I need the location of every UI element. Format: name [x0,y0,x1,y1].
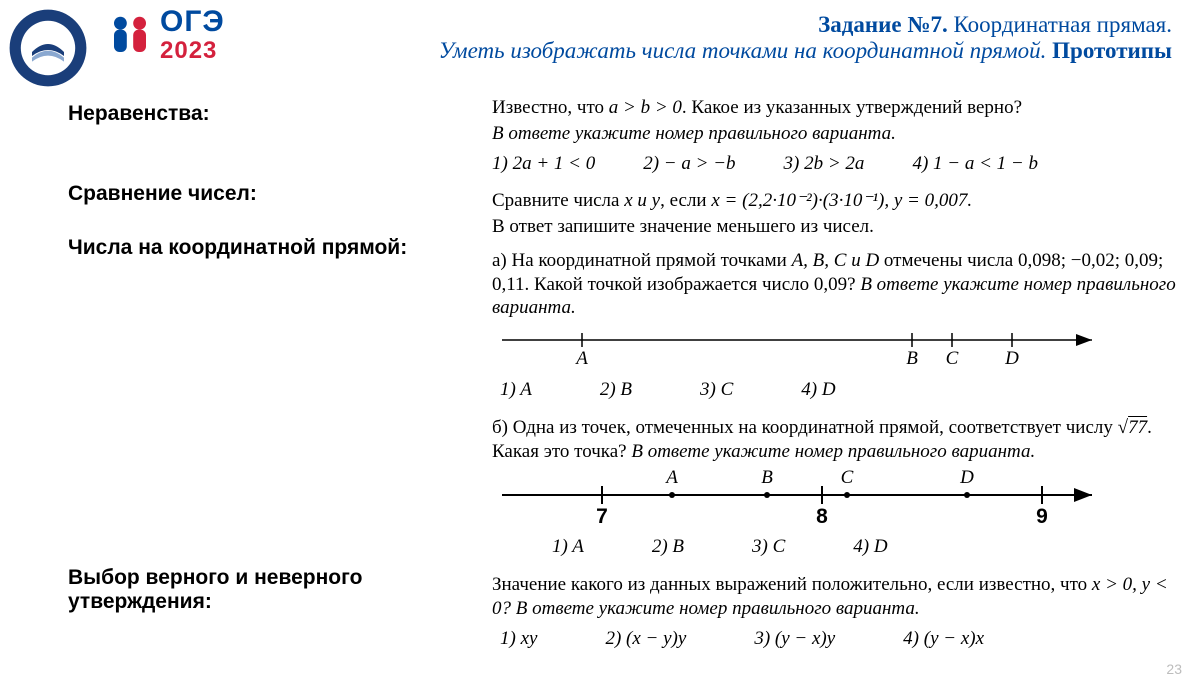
oge-people-icon [106,12,154,60]
svg-text:B: B [906,348,918,369]
task2: Сравните числа x и y, если x = (2,2·10⁻²… [492,189,1176,239]
t4-options: 1) xy 2) (x − y)y 3) (y − x)y 4) (y − x)… [500,627,1176,651]
t3b-opt3: 3) C [752,535,785,559]
task-prototypes-label: Прототипы [1046,38,1172,63]
t3b-t1: Одна из точек, отмеченных на координатно… [513,417,1118,438]
content: Неравенства: Сравнение чисел: Числа на к… [0,88,1200,664]
t1-opt1: 1) 2a + 1 < 0 [492,152,595,176]
label-comparison: Сравнение чисел: [68,182,468,206]
page-number: 23 [1166,661,1182,677]
t3a-opt1: 1) A [500,378,532,402]
svg-text:9: 9 [1036,505,1048,528]
t4-hint: В ответе укажите номер правильного вариа… [516,598,920,619]
t1-opt4: 4) 1 − a < 1 − b [912,152,1038,176]
svg-text:D: D [1004,348,1019,369]
t3b-opt2: 2) B [652,535,684,559]
t1-opt3: 3) 2b > 2a [784,152,865,176]
t3a-t1: На координатной прямой точками [512,250,792,271]
oge-logo: ОГЭ 2023 [106,8,225,65]
t3a-opt4: 4) D [801,378,835,402]
t3a-letters: A, B, C и D [792,250,880,271]
task-skill: Уметь изображать числа точками на коорди… [439,38,1047,63]
t3a-opt2: 2) B [600,378,632,402]
svg-text:D: D [959,467,974,488]
task-topic: Координатная прямая. [948,12,1172,37]
svg-text:C: C [841,467,854,488]
t4-t1: Значение какого из данных выражений поло… [492,574,1092,595]
t4-opt1: 1) xy [500,627,537,651]
t3b-hint: В ответе укажите номер правильного вариа… [631,441,1035,462]
svg-text:A: A [574,348,588,369]
t2-vars: x и y [624,190,660,211]
svg-text:C: C [946,348,959,369]
t3b-sqrt: √77 [1118,417,1147,438]
t3b-prefix: б) [492,417,513,438]
label-true-false: Выбор верного и неверного утверждения: [68,566,468,614]
oge-year: 2023 [160,37,225,65]
svg-text:B: B [761,467,773,488]
t2-hint: В ответ запишите значение меньшего из чи… [492,215,1176,239]
t3b-opt4: 4) D [853,535,887,559]
t1-hint: В ответе укажите номер правильного вариа… [492,122,1176,146]
t3a-options: 1) A 2) B 3) C 4) D [500,378,1176,402]
slide-title: Задание №7. Координатная прямая. Уметь и… [225,8,1180,64]
svg-text:8: 8 [816,505,828,528]
task3a: а) На координатной прямой точками A, B, … [492,249,1176,402]
t3b-options: 1) A 2) B 3) C 4) D [552,535,1176,559]
t2-p1: Сравните числа [492,190,624,211]
task3b: б) Одна из точек, отмеченных на координа… [492,416,1176,559]
label-inequalities: Неравенства: [68,102,468,126]
section-labels-column: Неравенства: Сравнение чисел: Числа на к… [68,96,468,664]
tasks-column: Известно, что a > b > 0. Какое из указан… [492,96,1176,664]
numberline-3a: A B C D [492,322,1112,378]
t3a-opt3: 3) C [700,378,733,402]
svg-text:7: 7 [596,505,608,528]
task1: Известно, что a > b > 0. Какое из указан… [492,96,1176,175]
t4-opt4: 4) (y − x)x [903,627,984,651]
oge-title: ОГЭ [160,8,225,37]
t2-p2: , если [660,190,711,211]
quality-badge-logo [8,8,88,88]
label-numberline: Числа на координатной прямой: [68,236,468,260]
t1-prompt1: Известно, что [492,97,609,118]
task4: Значение какого из данных выражений поло… [492,573,1176,650]
t1-prompt2: . Какое из указанных утверждений верно? [682,97,1022,118]
t1-options: 1) 2a + 1 < 0 2) − a > −b 3) 2b > 2a 4) … [492,152,1176,176]
t1-cond: a > b > 0 [609,97,682,118]
t1-opt2: 2) − a > −b [643,152,735,176]
svg-text:A: A [664,467,678,488]
task-number: Задание №7. [818,12,948,37]
t3a-prefix: а) [492,250,512,271]
t4-opt2: 2) (x − y)y [605,627,686,651]
header: ОГЭ 2023 Задание №7. Координатная прямая… [0,0,1200,88]
t4-opt3: 3) (y − x)y [754,627,835,651]
numberline-3b: 7 8 9 A B C D [492,465,1112,529]
t3b-opt1: 1) A [552,535,584,559]
t2-expr: x = (2,2·10⁻²)·(3·10⁻¹), y = 0,007. [711,190,972,211]
